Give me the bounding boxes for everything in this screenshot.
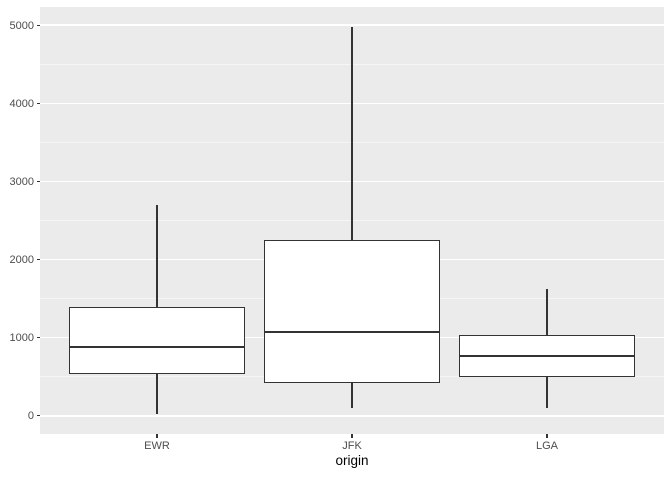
boxplot-box-ewr [69, 307, 245, 374]
x-tick-mark [351, 434, 353, 438]
y-tick-mark [36, 102, 40, 104]
x-axis-title: origin [335, 453, 369, 468]
x-tick-label-lga: LGA [535, 440, 558, 452]
plot-panel [40, 7, 664, 434]
boxplot-whisker-jfk [351, 26, 353, 409]
y-tick-mark [36, 24, 40, 26]
y-tick-mark [36, 180, 40, 183]
y-tick-mark [36, 258, 40, 261]
gridline-major [40, 24, 664, 26]
x-tick-mark [546, 434, 548, 438]
y-tick-label: 3000 [9, 175, 34, 188]
x-tick-label-jfk: JFK [342, 440, 362, 452]
y-tick-label: 2000 [9, 254, 34, 267]
x-tick-mark [156, 434, 158, 438]
x-tick-label-ewr: EWR [144, 440, 170, 452]
y-tick-mark [36, 415, 40, 417]
gridline-major [40, 414, 664, 417]
boxplot-median-lga [459, 354, 635, 358]
boxplot-box-jfk [264, 240, 440, 383]
y-tick-label: 4000 [9, 97, 34, 110]
y-tick-mark [36, 337, 40, 339]
y-tick-label: 0 [27, 410, 34, 423]
y-tick-label: 5000 [9, 19, 34, 32]
y-tick-label: 1000 [9, 332, 34, 345]
boxplot-median-ewr [69, 345, 245, 349]
boxplot-median-jfk [264, 331, 440, 334]
